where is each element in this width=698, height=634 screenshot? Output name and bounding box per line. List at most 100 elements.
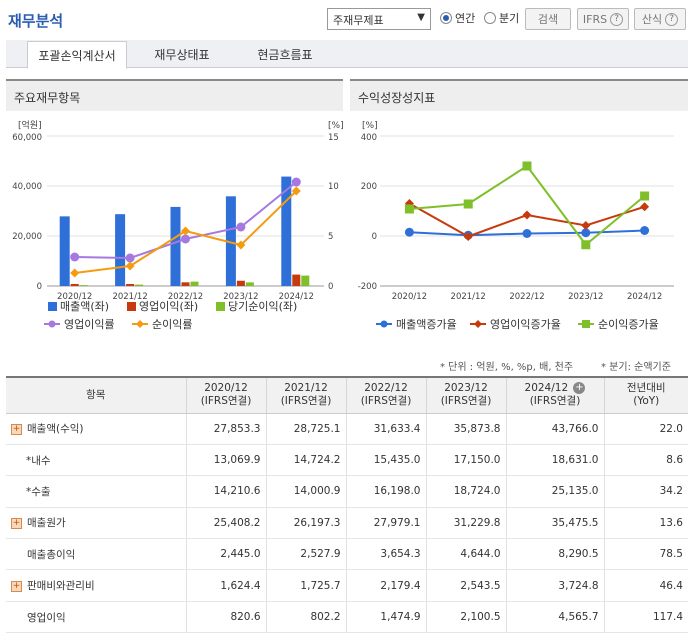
y-tick-label: 20,000: [12, 232, 42, 242]
table-row[interactable]: + 판매비와관리비 1,624.4 1,725.7 2,179.4 2,543.5 3,72…: [6, 569, 688, 602]
ifrs-help-button[interactable]: IFRS ?: [577, 8, 629, 30]
radio-quarter[interactable]: 분기: [484, 10, 519, 26]
y-tick-label: 400: [361, 133, 377, 143]
value-cell: 22.0: [603, 413, 688, 445]
x-tick-label: 2021/12: [451, 292, 486, 302]
y2-tick-label: 10: [328, 182, 339, 192]
series-point: [236, 240, 246, 250]
legend-label: 영업이익률: [64, 318, 115, 331]
y-tick-label: 0: [372, 232, 377, 242]
row-label-cell: *내수: [6, 444, 186, 477]
value-cell: 117.4: [603, 601, 688, 634]
expand-icon[interactable]: +: [11, 580, 22, 592]
legend-marker-net-growth: [582, 320, 590, 328]
value-cell: 14,000.9: [265, 475, 346, 508]
series-point: [70, 268, 80, 278]
panel-title: 수익성장성지표: [358, 91, 436, 105]
value-cell: 4,644.0: [425, 538, 506, 571]
x-tick-label: 2024/12: [279, 292, 314, 302]
table-row: *내수 13,069.9 14,724.2 15,435.0 17,150.0 18,63…: [6, 444, 688, 477]
value-cell: 1,725.7: [265, 569, 346, 602]
radio-annual[interactable]: 연간: [440, 10, 475, 26]
bar-revenue: [115, 214, 126, 286]
value-cell: 27,853.3: [185, 413, 266, 445]
table-row: 매출총이익 2,445.0 2,527.9 3,654.3 4,644.0 8,290.5…: [6, 538, 688, 571]
y-tick-label: -200: [358, 282, 377, 292]
ifrs-label: IFRS: [582, 12, 608, 26]
expand-icon[interactable]: +: [11, 423, 22, 435]
tab-balance-sheet[interactable]: 재무상태표: [154, 48, 210, 62]
radio-annual-label: 연간: [455, 12, 476, 25]
column-header-yoy: 전년대비 (YoY): [603, 377, 688, 414]
x-tick-label: 2024/12: [627, 292, 662, 302]
table-row[interactable]: + 매출액(수익) 27,853.3 28,725.1 31,633.4 35,873.8…: [6, 413, 688, 445]
expand-icon[interactable]: +: [11, 517, 22, 529]
series-point: [522, 210, 532, 220]
x-tick-label: 2023/12: [223, 292, 258, 302]
row-label: 매출원가: [27, 517, 66, 530]
value-cell: 35,475.5: [505, 507, 604, 540]
value-cell: 26,197.3: [265, 507, 346, 540]
bar-net-income: [135, 284, 144, 286]
value-cell: 13.6: [603, 507, 688, 540]
statement-type-select[interactable]: 주재무제표 ▼: [327, 8, 431, 30]
tab-income-statement[interactable]: 포괄손익계산서: [27, 41, 127, 69]
row-label: 매출액(수익): [27, 423, 84, 436]
value-cell: 35,873.8: [425, 413, 506, 445]
table-row[interactable]: + 매출원가 25,408.2 26,197.3 27,979.1 31,229.8 35,…: [6, 507, 688, 540]
row-label-cell: + 매출원가: [6, 507, 186, 540]
value-cell: 13,069.9: [185, 444, 266, 477]
chevron-down-icon: ▼: [417, 12, 425, 23]
series-point: [125, 261, 135, 271]
value-cell: 820.6: [185, 601, 266, 634]
row-label: *수출: [26, 485, 51, 498]
value-cell: 2,445.0: [185, 538, 266, 571]
value-cell: 78.5: [603, 538, 688, 571]
series-point: [522, 161, 532, 171]
column-header: 2022/12 (IFRS연결): [345, 377, 426, 414]
radio-quarter-label: 분기: [499, 12, 520, 25]
search-button[interactable]: 검색: [525, 8, 571, 30]
row-label-cell: + 매출액(수익): [6, 413, 186, 445]
table-row: *수출 14,210.6 14,000.9 16,198.0 18,724.0 25,13…: [6, 475, 688, 508]
series-point: [404, 227, 414, 237]
search-button-label: 검색: [537, 13, 559, 26]
help-icon: ?: [610, 12, 624, 26]
value-cell: 2,100.5: [425, 601, 506, 634]
value-cell: 3,724.8: [505, 569, 604, 602]
value-cell: 14,210.6: [185, 475, 266, 508]
table-row: 영업이익 820.6 802.2 1,474.9 2,100.5 4,565.7 117.4: [6, 601, 688, 634]
value-cell: 18,631.0: [505, 444, 604, 477]
series-point: [125, 253, 135, 263]
bar-operating-profit: [126, 283, 135, 286]
y2-tick-label: 0: [328, 282, 333, 292]
series-point: [640, 191, 650, 201]
series-point: [463, 232, 473, 241]
x-tick-label: 2020/12: [57, 292, 92, 302]
legend-label: 순이익률: [152, 318, 192, 331]
add-column-icon[interactable]: +: [573, 382, 586, 395]
x-tick-label: 2020/12: [392, 292, 427, 302]
bar-operating-profit: [236, 280, 245, 286]
x-tick-label: 2022/12: [509, 292, 544, 302]
bar-revenue: [170, 206, 181, 286]
y2-tick-label: 15: [328, 133, 339, 143]
bar-revenue: [225, 196, 236, 286]
tab-cash-flow[interactable]: 현금흐름표: [257, 48, 313, 62]
value-cell: 15,435.0: [345, 444, 426, 477]
series-line: [74, 181, 297, 260]
page-title: 재무분석: [8, 12, 64, 30]
formula-help-button[interactable]: 산식 ?: [634, 8, 686, 30]
legend-label: 당기순이익(좌): [228, 300, 297, 313]
bar-net-income: [190, 281, 199, 286]
axis-unit: [%]: [362, 121, 378, 131]
value-cell: 17,150.0: [425, 444, 506, 477]
financial-table: 항목 2020/12 (IFRS연결) 2021/12 (IFRS연결) 2022/…: [6, 376, 688, 634]
value-cell: 2,527.9: [265, 538, 346, 571]
value-cell: 2,543.5: [425, 569, 506, 602]
y-tick-label: 200: [361, 182, 377, 192]
bar-net-income: [301, 275, 310, 286]
bar-operating-profit: [292, 274, 301, 286]
value-cell: 34.2: [603, 475, 688, 508]
row-label: 판매비와관리비: [27, 580, 95, 593]
